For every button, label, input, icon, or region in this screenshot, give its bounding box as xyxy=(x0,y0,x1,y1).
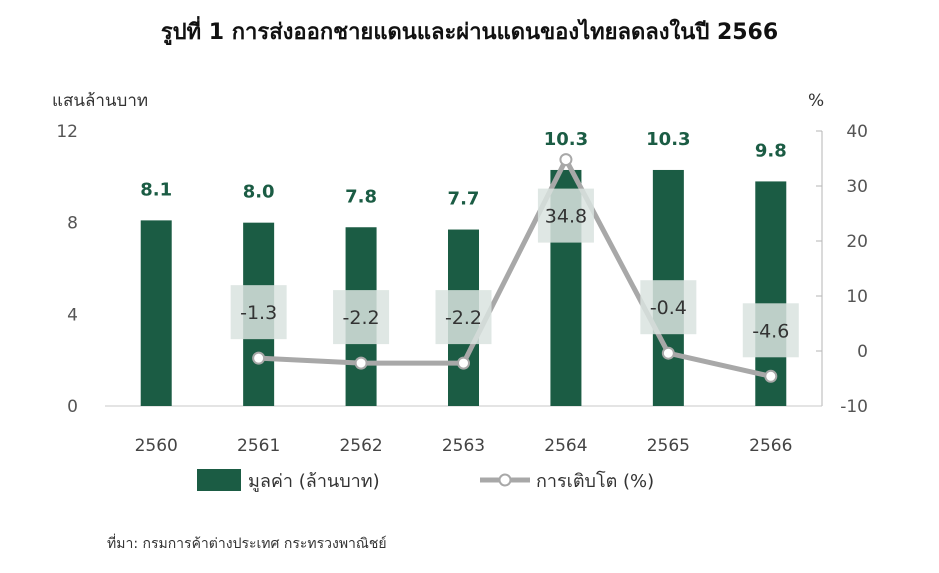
growth-label-box xyxy=(333,290,390,345)
x-tick-label: 2566 xyxy=(749,436,792,456)
growth-label-box xyxy=(742,303,799,358)
growth-marker xyxy=(661,346,675,360)
y-tick-label: 0 xyxy=(67,397,78,417)
y-tick-label: 4 xyxy=(67,305,78,325)
growth-marker xyxy=(354,356,368,370)
y2-tick-label: 40 xyxy=(846,122,868,142)
y2-tick-label: 0 xyxy=(857,342,868,362)
x-tick-label: 2560 xyxy=(135,436,178,456)
bar-value-label: 10.3 xyxy=(544,129,588,150)
growth-value-label: -2.2 xyxy=(343,307,380,329)
growth-marker xyxy=(559,153,573,167)
growth-label-box xyxy=(537,188,594,243)
y2-tick-label: 30 xyxy=(846,177,868,197)
growth-value-label: -4.6 xyxy=(752,320,789,342)
y2-tick-label: -10 xyxy=(840,397,868,417)
growth-value-label: 34.8 xyxy=(545,206,587,228)
y-axis-title: แสนล้านบาท xyxy=(52,91,148,111)
growth-value-label: -2.2 xyxy=(445,307,482,329)
growth-marker xyxy=(252,351,266,365)
growth-label-box xyxy=(640,280,697,335)
y2-axis-title: % xyxy=(808,91,824,111)
bar-value-label: 8.0 xyxy=(243,182,275,203)
bar-value-label: 7.8 xyxy=(345,186,377,207)
chart-title: รูปที่ 1 การส่งออกชายแดนและผ่านแดนของไทย… xyxy=(160,20,779,45)
source-note: ที่มา: กรมการค้าต่างประเทศ กระทรวงพาณิชย… xyxy=(107,536,387,552)
legend-line-marker xyxy=(498,473,512,487)
x-tick-label: 2563 xyxy=(442,436,485,456)
legend-bar-label: มูลค่า (ล้านบาท) xyxy=(248,471,380,492)
legend-line-label: การเติบโต (%) xyxy=(536,470,654,492)
legend: มูลค่า (ล้านบาท) การเติบโต (%) xyxy=(197,469,654,492)
bar-value-label: 9.8 xyxy=(755,140,787,161)
axes: แสนล้านบาท % 0 4 8 12 -10 0 10 20 30 40 2560 2561 2562… xyxy=(52,91,868,456)
y-tick-label: 12 xyxy=(56,122,78,142)
growth-marker xyxy=(457,356,470,370)
growth-label-box xyxy=(230,285,287,340)
bar-value-label: 7.7 xyxy=(448,189,480,210)
growth-marker xyxy=(764,369,778,383)
x-tick-label: 2562 xyxy=(339,436,382,456)
growth-value-label: -0.4 xyxy=(650,297,687,319)
y-tick-label: 8 xyxy=(67,214,78,234)
y2-tick-label: 20 xyxy=(846,232,868,252)
x-tick-label: 2561 xyxy=(237,436,280,456)
growth-label-box xyxy=(435,290,492,345)
x-tick-label: 2565 xyxy=(647,436,690,456)
bar xyxy=(140,220,172,406)
bar-value-label: 10.3 xyxy=(646,129,690,150)
y2-tick-label: 10 xyxy=(846,287,868,307)
bar-value-label: 8.1 xyxy=(140,179,172,200)
growth-value-label: -1.3 xyxy=(240,302,277,324)
growth-line: -1.3 -2.2 -2.2 34.8 -0.4 -4.6 xyxy=(230,153,799,383)
growth-line-path xyxy=(258,157,772,379)
x-tick-label: 2564 xyxy=(544,436,587,456)
legend-bar-swatch xyxy=(197,469,241,491)
bar xyxy=(755,181,787,406)
bar-labels: 8.1 8.0 7.8 7.7 10.3 10.3 9.8 xyxy=(140,129,786,210)
